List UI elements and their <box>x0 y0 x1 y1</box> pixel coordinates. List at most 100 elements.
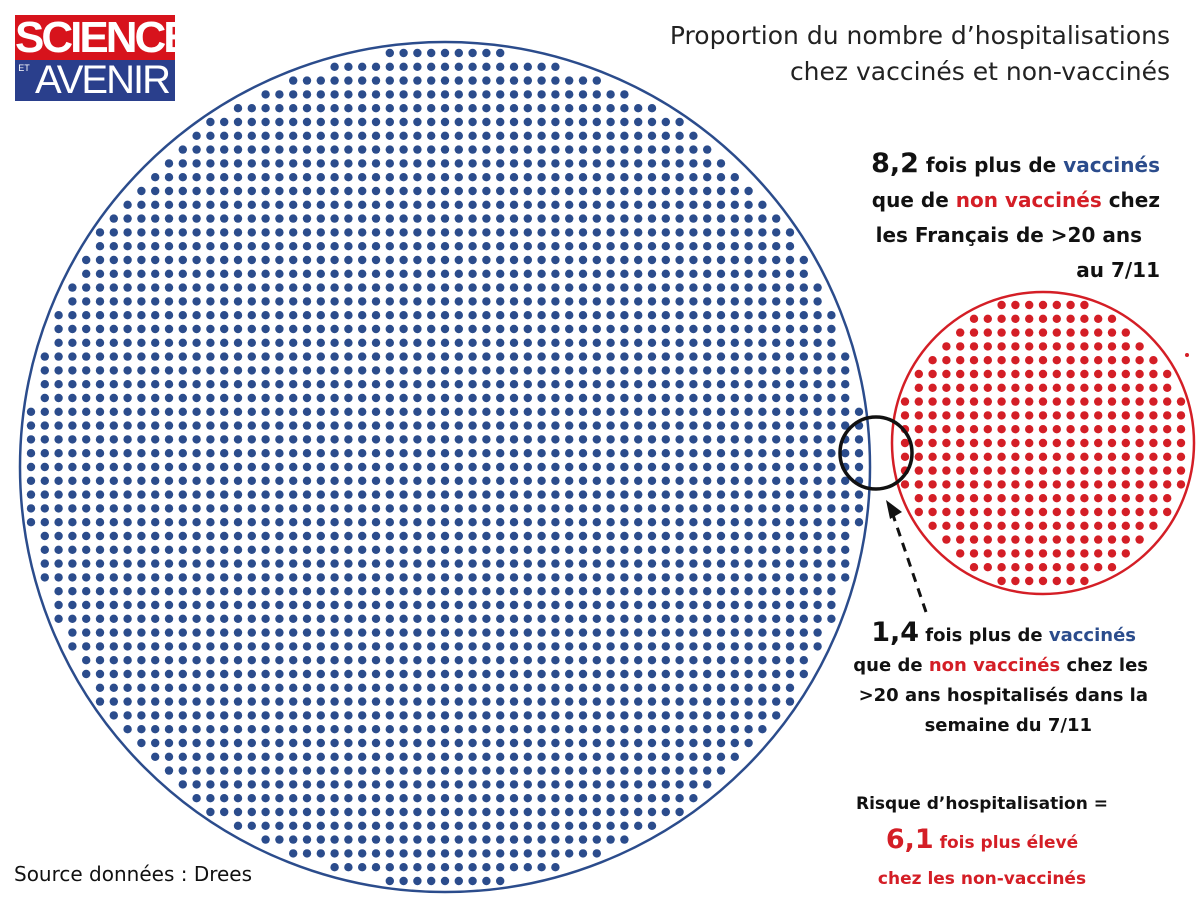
hospital-text-c: chez les <box>1060 655 1148 676</box>
vaccinated-dot <box>716 324 726 334</box>
vaccinated-dot <box>578 366 588 375</box>
vaccinated-dot <box>220 738 229 748</box>
vaccinated-dot <box>675 656 684 665</box>
vaccinated-dot <box>675 407 684 416</box>
unvaccinated-dot <box>1052 576 1062 586</box>
vaccinated-dot <box>620 324 629 334</box>
vaccinated-dot <box>799 407 808 416</box>
vaccinated-dot <box>54 311 63 320</box>
vaccinated-dot <box>482 780 491 789</box>
vaccinated-dot <box>95 697 105 706</box>
vaccinated-dot <box>399 380 408 389</box>
vaccinated-dot <box>620 752 629 761</box>
unvaccinated-dot <box>997 452 1006 461</box>
vaccinated-dot <box>592 145 601 154</box>
unvaccinated-dot <box>1163 507 1172 517</box>
vaccinated-dot <box>785 352 795 361</box>
vaccinated-dot <box>54 352 63 361</box>
vaccinated-dot <box>620 352 629 361</box>
vaccinated-dot <box>344 393 353 403</box>
vaccinated-dot <box>220 766 229 775</box>
vaccinated-dot <box>551 76 560 85</box>
vaccinated-dot <box>109 283 119 292</box>
vaccinated-dot <box>440 476 450 485</box>
vaccinated-dot <box>385 780 394 789</box>
vaccinated-dot <box>358 297 367 306</box>
vaccinated-dot <box>551 159 560 168</box>
vaccinated-dot <box>730 352 739 361</box>
vaccinated-dot <box>675 794 684 803</box>
vaccinated-dot <box>123 269 132 278</box>
vaccinated-dot <box>385 380 394 389</box>
vaccinated-dot <box>261 159 270 168</box>
vaccinated-dot <box>440 366 450 375</box>
vaccinated-dot <box>496 352 505 361</box>
vaccinated-dot <box>647 462 657 472</box>
vaccinated-dot <box>716 186 726 196</box>
vaccinated-dot <box>661 380 670 389</box>
vaccinated-dot <box>509 683 519 692</box>
vaccinated-dot <box>813 587 822 596</box>
vaccinated-dot <box>123 669 132 679</box>
unvaccinated-dot <box>969 328 979 337</box>
vaccinated-dot <box>854 504 864 513</box>
vaccinated-dot <box>675 752 684 761</box>
vaccinated-dot <box>730 462 739 472</box>
vaccinated-dot <box>537 614 546 623</box>
vaccinated-dot <box>371 311 381 320</box>
vaccinated-dot <box>440 518 450 527</box>
vaccinated-dot <box>137 242 146 251</box>
vaccinated-dot <box>509 835 519 844</box>
vaccinated-dot <box>730 614 739 623</box>
vaccinated-dot <box>827 531 836 541</box>
vaccinated-dot <box>799 311 808 320</box>
vaccinated-dot <box>427 559 436 568</box>
vaccinated-dot <box>496 752 505 761</box>
vaccinated-dot <box>620 449 629 458</box>
vaccinated-dot <box>109 642 119 651</box>
vaccinated-dot <box>192 600 201 610</box>
vaccinated-dot <box>261 145 270 154</box>
vaccinated-dot <box>482 62 491 71</box>
unvaccinated-dot <box>983 535 992 544</box>
population-unvaccinated-label: non vaccinés <box>955 188 1102 212</box>
vaccinated-dot <box>220 628 229 637</box>
unvaccinated-dot <box>983 480 992 489</box>
vaccinated-dot <box>358 380 367 389</box>
vaccinated-dot <box>275 683 284 692</box>
vaccinated-dot <box>482 269 491 278</box>
unvaccinated-dot <box>969 342 979 351</box>
vaccinated-dot <box>302 807 312 817</box>
vaccinated-dot <box>523 863 532 872</box>
vaccinated-dot <box>772 352 781 361</box>
vaccinated-dot <box>592 283 601 292</box>
vaccinated-dot <box>689 435 698 444</box>
vaccinated-dot <box>716 255 726 265</box>
vaccinated-dot <box>399 490 408 499</box>
vaccinated-dot <box>427 531 436 541</box>
vaccinated-dot <box>758 449 767 458</box>
vaccinated-dot <box>358 600 367 610</box>
vaccinated-dot <box>578 311 588 320</box>
vaccinated-dot <box>233 228 243 237</box>
title-line-1: Proportion du nombre d’hospitalisations <box>669 21 1170 50</box>
vaccinated-dot <box>220 283 229 292</box>
vaccinated-dot <box>716 669 726 679</box>
vaccinated-dot <box>689 711 698 720</box>
unvaccinated-circle <box>890 290 1196 596</box>
vaccinated-dot <box>220 559 229 568</box>
vaccinated-dot <box>620 669 629 679</box>
vaccinated-dot <box>758 393 767 403</box>
vaccinated-dot <box>813 338 822 347</box>
vaccinated-dot <box>647 725 657 734</box>
vaccinated-dot <box>413 683 422 692</box>
unvaccinated-dot <box>1107 383 1117 392</box>
unvaccinated-dot <box>997 563 1006 572</box>
unvaccinated-dot <box>928 438 937 448</box>
vaccinated-dot <box>178 173 187 182</box>
vaccinated-dot <box>496 766 505 775</box>
vaccinated-dot <box>523 462 532 472</box>
vaccinated-dot <box>565 269 574 278</box>
vaccinated-dot <box>620 780 629 789</box>
vaccinated-dot <box>537 393 546 403</box>
